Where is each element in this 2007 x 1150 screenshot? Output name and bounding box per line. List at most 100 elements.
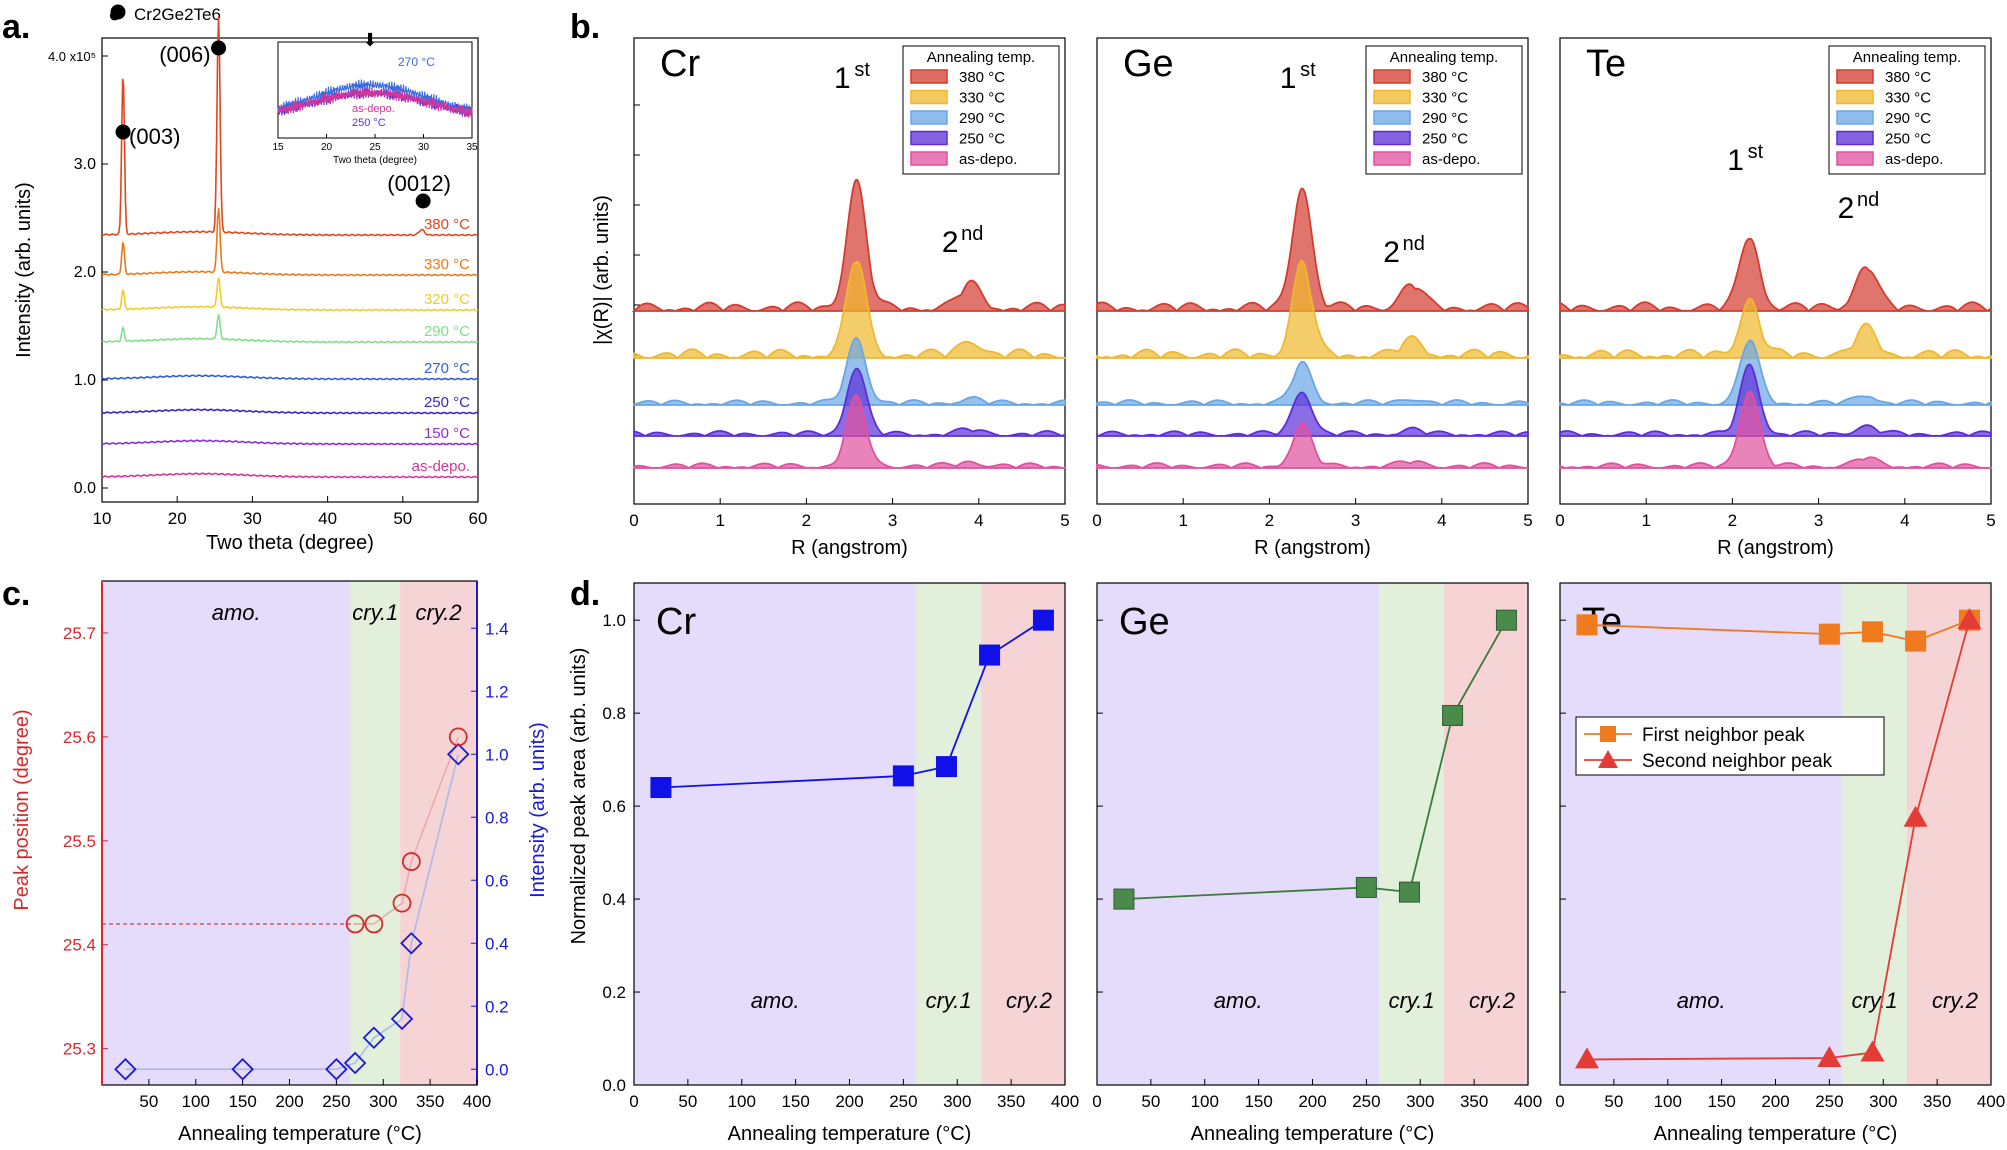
x-tick-label-c: 350 xyxy=(416,1092,444,1111)
legend-entry: Second neighbor peak xyxy=(1642,751,1833,772)
legend-entry: 250 °C xyxy=(1422,131,1468,148)
x-tick-label-d: 100 xyxy=(1654,1092,1682,1111)
x-tick-label-b: 1 xyxy=(715,511,724,530)
x-axis-label-a: Two theta (degree) xyxy=(206,532,374,554)
element-label: Cr xyxy=(656,601,696,643)
exafs-curve xyxy=(631,178,1066,313)
x-tick-label-b: 2 xyxy=(1728,511,1737,530)
x-tick-label-b: 3 xyxy=(1351,511,1360,530)
xrd-curve xyxy=(101,408,479,415)
y-tick-label-a: 0.0 xyxy=(74,480,96,497)
x-tick-label-a: 60 xyxy=(469,509,488,528)
y-tick-label-d: 1.0 xyxy=(602,611,626,630)
legend-swatch xyxy=(1373,130,1411,146)
element-label: Ge xyxy=(1123,43,1174,85)
legend-swatch xyxy=(1373,151,1411,166)
x-tick-label-a: 40 xyxy=(318,509,337,528)
series-label: 330 °C xyxy=(424,256,470,273)
inset-plot: 15 20 25 30 35 Two theta (degree) 270 °C as-… xyxy=(272,30,478,166)
region-band xyxy=(634,583,917,1085)
intensity-point xyxy=(400,931,423,955)
legend-entry: 290 °C xyxy=(959,110,1005,127)
xrd-curve xyxy=(101,314,479,344)
intensity-point xyxy=(231,1057,254,1081)
series-label: as-depo. xyxy=(412,458,470,475)
x-tick-label-a: 30 xyxy=(243,509,262,528)
legend-title: Annealing temp. xyxy=(1853,49,1961,66)
legend-entry: First neighbor peak xyxy=(1642,725,1805,746)
exafs-curve xyxy=(1096,259,1529,360)
first-shell-sup: st xyxy=(1300,59,1316,81)
data-point-square xyxy=(650,777,672,799)
plot-frame-a xyxy=(101,37,479,503)
y-tick-label-d: 0.0 xyxy=(602,1076,626,1095)
first-shell-label: 1 xyxy=(834,62,851,95)
region-band xyxy=(1842,583,1907,1085)
legend-d: First neighbor peak Second neighbor peak xyxy=(1575,716,1885,776)
y-tick-label-left-c: 25.5 xyxy=(63,832,96,851)
xrd-curve xyxy=(101,472,478,479)
legend-swatch xyxy=(1836,110,1874,125)
element-label: Te xyxy=(1586,43,1626,85)
region-label: cry.1 xyxy=(352,600,398,625)
legend-dot xyxy=(110,4,126,20)
x-tick-label-d: 350 xyxy=(1923,1092,1951,1111)
peak-label-0012: (0012) xyxy=(387,171,451,196)
exafs-curve xyxy=(1096,391,1529,437)
region-band xyxy=(102,581,351,1085)
series-label: 250 °C xyxy=(424,394,470,411)
region-band xyxy=(916,583,981,1085)
region-label: cry.2 xyxy=(1006,988,1052,1013)
arrow-down-icon: ⬇ xyxy=(362,30,377,50)
x-tick-label-d: 100 xyxy=(728,1092,756,1111)
x-tick-label-c: 300 xyxy=(369,1092,397,1111)
legend-swatch xyxy=(910,151,948,166)
x-tick-label-d: 300 xyxy=(943,1092,971,1111)
area-panel-cr: amo. cry.1 cry.2 0 50 100 150 200 250 300 350 400 0.… xyxy=(602,582,1079,1145)
inset-curves: 15 20 25 30 35 xyxy=(272,79,478,153)
peak-marker-0012 xyxy=(415,193,431,209)
exafs-curve xyxy=(1559,339,1992,406)
peak-position-point xyxy=(392,893,412,913)
x-tick-label-d: 0 xyxy=(1092,1092,1101,1111)
region-label: amo. xyxy=(1214,988,1263,1013)
second-shell-sup: nd xyxy=(1857,189,1879,211)
element-label: Cr xyxy=(660,43,700,85)
legend-triangle xyxy=(1598,750,1618,768)
x-tick-label-b: 1 xyxy=(1641,511,1650,530)
x-tick-label-b: 0 xyxy=(1555,511,1564,530)
x-tick-label-d: 0 xyxy=(629,1092,638,1111)
intensity-point xyxy=(325,1057,348,1081)
second-shell-label: 2 xyxy=(942,226,959,259)
panel-c: c. amo. cry.1 cry.2 50 100 150 200 250 300 350 400… xyxy=(2,575,549,1145)
legend-b: Annealing temp. 380 °C 330 °C 290 °C 250 °C a… xyxy=(902,45,1060,175)
legend-entry: 380 °C xyxy=(1885,69,1931,86)
legend-swatch xyxy=(1836,130,1874,146)
data-point-square xyxy=(1905,630,1927,652)
legend-entry: as-depo. xyxy=(1422,151,1480,168)
y-tick-label-right-c: 1.0 xyxy=(485,745,509,764)
peak-label-003: (003) xyxy=(129,124,180,149)
peak-marker-003 xyxy=(115,124,131,140)
x-tick-label-b: 0 xyxy=(1092,511,1101,530)
x-axis-label-c: Annealing temperature (°C) xyxy=(178,1123,422,1145)
legend-entry: 250 °C xyxy=(1885,131,1931,148)
data-point-square xyxy=(1818,623,1840,645)
x-axis-label-b: R (angstrom) xyxy=(1254,537,1371,559)
data-point-square xyxy=(1113,888,1135,910)
x-tick-label-d: 150 xyxy=(1244,1092,1272,1111)
x-tick-label-d: 50 xyxy=(1141,1092,1160,1111)
peak-position-line xyxy=(355,736,459,925)
compound-label: Cr2Ge2Te6 xyxy=(134,5,221,24)
xrd-curve xyxy=(101,374,479,381)
x-tick-label-d: 200 xyxy=(835,1092,863,1111)
data-point-square xyxy=(979,644,1001,666)
axis-ticks-a: 10 20 30 40 50 60 0.0 1.0 2.0 3.0 4.0 x10⁵ xyxy=(48,49,488,528)
x-tick-label-d: 250 xyxy=(1352,1092,1380,1111)
legend-swatch xyxy=(1836,89,1874,105)
data-point-square xyxy=(1495,609,1517,631)
x-tick-label-b: 5 xyxy=(1060,511,1069,530)
peak-position-point xyxy=(345,914,365,934)
region-label: cry.1 xyxy=(1852,988,1898,1013)
